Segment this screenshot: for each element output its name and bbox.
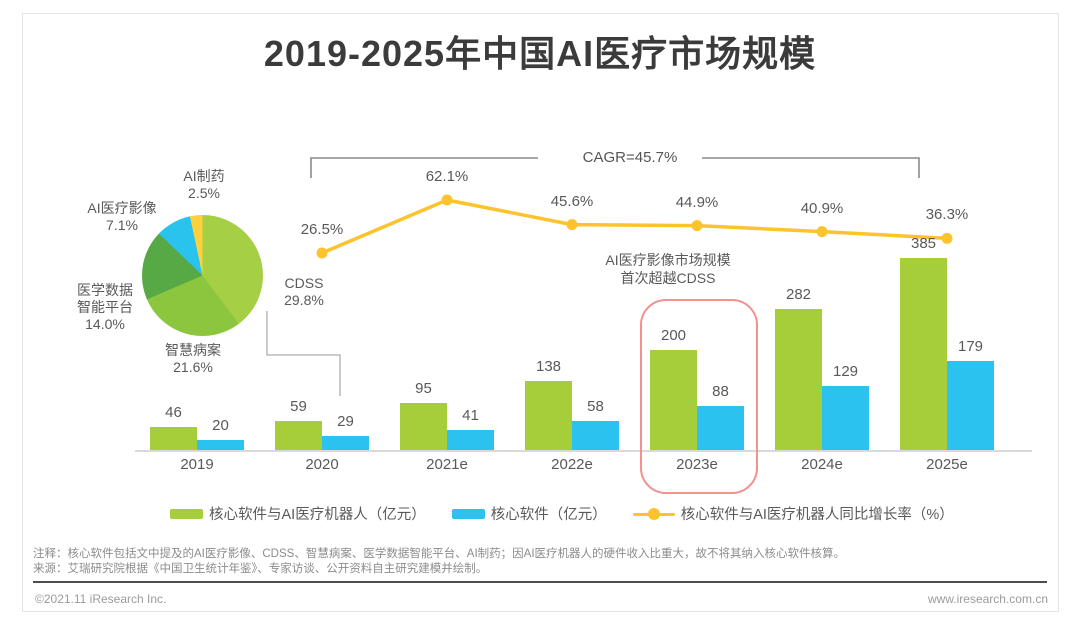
bar-value-label: 41 bbox=[462, 406, 479, 424]
bar-robot-2020 bbox=[275, 420, 322, 450]
bar-core-2022e bbox=[572, 421, 619, 450]
bar-value-label: 385 bbox=[910, 234, 937, 252]
pie-label-cdss: CDSS 29.8% bbox=[268, 275, 340, 309]
annotation-line-2: 首次超越CDSS bbox=[620, 270, 716, 286]
x-axis-line bbox=[135, 450, 1032, 452]
bar-value-label: 88 bbox=[712, 383, 729, 400]
pie-label-data-platform: 医学数据 智能平台 14.0% bbox=[45, 282, 165, 333]
bar-value-label: 179 bbox=[957, 337, 984, 355]
bar-robot-2023e bbox=[650, 350, 697, 450]
pie-label-text: AI制药 bbox=[183, 168, 225, 184]
legend: 核心软件与AI医疗机器人（亿元） 核心软件（亿元） 核心软件与AI医疗机器人同比… bbox=[170, 503, 1050, 524]
bar-value-label: 138 bbox=[535, 358, 562, 375]
x-axis-label: 2021e bbox=[426, 456, 468, 473]
x-axis-label: 2022e bbox=[551, 456, 593, 473]
bar-value-label: 129 bbox=[832, 362, 859, 380]
bar-value-label: 59 bbox=[290, 397, 307, 415]
yellow-line-swatch-icon bbox=[632, 507, 675, 520]
bar-value-label: 20 bbox=[212, 417, 229, 434]
pie-label-value: 21.6% bbox=[173, 359, 213, 375]
pie-label-value: 14.0% bbox=[85, 316, 125, 332]
growth-value-label: 40.9% bbox=[800, 199, 844, 217]
bar-core-2021e bbox=[447, 429, 494, 450]
pie-label-ai-pharma: AI制药 2.5% bbox=[154, 168, 254, 202]
bar-robot-2022e bbox=[525, 381, 572, 450]
legend-label: 核心软件与AI医疗机器人同比增长率（%） bbox=[680, 507, 954, 523]
bar-value-label: 282 bbox=[785, 286, 812, 303]
bar-core-2019 bbox=[197, 440, 244, 450]
legend-label: 核心软件（亿元） bbox=[490, 507, 607, 523]
legend-item-core-bar: 核心软件（亿元） bbox=[451, 503, 607, 524]
website-text: www.iresearch.com.cn bbox=[927, 592, 1048, 606]
growth-value-label: 45.6% bbox=[550, 192, 594, 210]
annotation-line-1: AI医疗影像市场规模 bbox=[605, 252, 731, 268]
pie-label-value: 2.5% bbox=[188, 185, 220, 201]
x-axis-label: 2025e bbox=[926, 456, 968, 473]
pie-chart bbox=[142, 215, 263, 336]
x-axis-label: 2024e bbox=[801, 456, 843, 473]
bar-robot-2021e bbox=[400, 402, 447, 450]
highlight-box-2023e bbox=[640, 299, 758, 494]
legend-item-robot-bar: 核心软件与AI医疗机器人（亿元） bbox=[170, 503, 426, 524]
bar-core-2025e bbox=[947, 360, 994, 450]
green-bar-swatch-icon bbox=[170, 508, 203, 519]
copyright-text: ©2021.11 iResearch Inc. bbox=[35, 592, 167, 606]
bar-core-2023e bbox=[697, 406, 744, 450]
pie-label-text: CDSS bbox=[284, 275, 324, 291]
pie-label-text: 智慧病案 bbox=[165, 342, 221, 358]
bar-value-label: 58 bbox=[587, 398, 604, 415]
note-text: 注释：核心软件包括文中提及的AI医疗影像、CDSS、智慧病案、医学数据智能平台、… bbox=[33, 548, 846, 560]
growth-value-label: 26.5% bbox=[300, 221, 344, 238]
bar-core-2020 bbox=[322, 435, 369, 450]
bar-robot-2019 bbox=[150, 427, 197, 450]
bar-core-2024e bbox=[822, 385, 869, 450]
legend-item-growth-line: 核心软件与AI医疗机器人同比增长率（%） bbox=[632, 503, 954, 524]
footer-divider bbox=[33, 581, 1047, 583]
cagr-label: CAGR=45.7% bbox=[582, 149, 678, 166]
bar-robot-2024e bbox=[775, 309, 822, 450]
bar-value-label: 200 bbox=[660, 327, 687, 344]
bar-value-label: 95 bbox=[415, 379, 432, 397]
bar-robot-2025e bbox=[900, 257, 947, 450]
pie-label-value: 7.1% bbox=[106, 217, 138, 233]
x-axis-label: 2020 bbox=[305, 456, 339, 473]
growth-value-label: 36.3% bbox=[925, 206, 969, 224]
pie-label-ai-imaging: AI医疗影像 7.1% bbox=[52, 200, 192, 234]
source-text: 来源：艾瑞研究院根据《中国卫生统计年鉴》、专家访谈、公开资料自主研究建模并绘制。 bbox=[33, 563, 488, 575]
growth-value-label: 62.1% bbox=[425, 168, 469, 185]
blue-bar-swatch-icon bbox=[451, 508, 485, 519]
pie-label-text: 智能平台 bbox=[77, 299, 133, 315]
chart-title: 2019-2025年中国AI医疗市场规模 bbox=[263, 33, 817, 74]
bar-value-label: 29 bbox=[337, 412, 354, 430]
annotation-text: AI医疗影像市场规模 首次超越CDSS bbox=[568, 251, 768, 287]
pie-label-text: 医学数据 bbox=[77, 282, 133, 298]
bar-value-label: 46 bbox=[165, 404, 182, 421]
x-axis-label: 2023e bbox=[676, 456, 718, 473]
pie-label-text: AI医疗影像 bbox=[87, 200, 157, 216]
legend-label: 核心软件与AI医疗机器人（亿元） bbox=[209, 507, 426, 523]
growth-value-label: 44.9% bbox=[675, 193, 719, 211]
pie-label-value: 29.8% bbox=[284, 292, 324, 308]
pie-label-smart-record: 智慧病案 21.6% bbox=[133, 342, 253, 376]
x-axis-label: 2019 bbox=[180, 456, 214, 473]
